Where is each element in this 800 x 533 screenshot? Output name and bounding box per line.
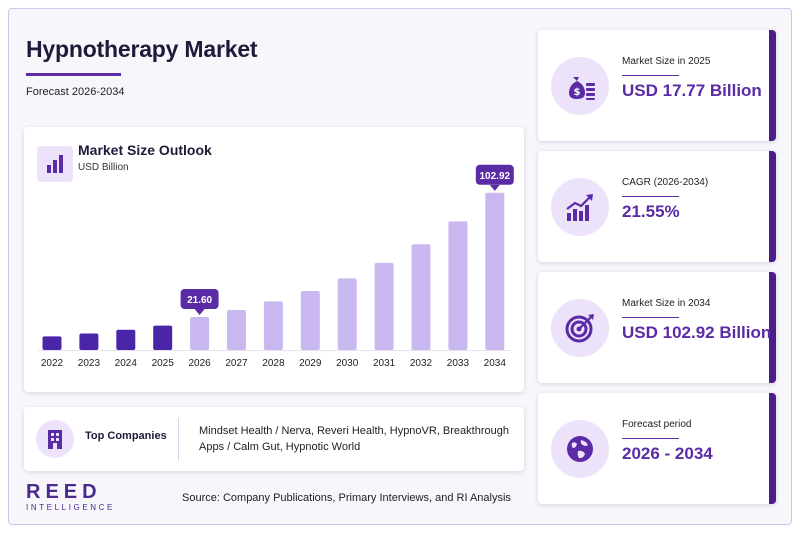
bar-2033 bbox=[448, 221, 468, 350]
data-label-callout: 21.60 bbox=[180, 289, 219, 316]
bar-2023 bbox=[79, 333, 99, 350]
x-tick-label: 2026 bbox=[188, 358, 211, 369]
globe-icon bbox=[551, 420, 609, 478]
callout-box bbox=[180, 289, 219, 309]
target-icon bbox=[551, 299, 609, 357]
page-title: Hypnotherapy Market bbox=[26, 36, 258, 62]
callout-pointer bbox=[194, 309, 205, 316]
stat-value: USD 17.77 Billion bbox=[622, 81, 762, 100]
logo-main-text: REED bbox=[26, 481, 102, 503]
money-bag-icon: $ bbox=[551, 57, 609, 115]
building-icon bbox=[36, 420, 74, 458]
stat-value: USD 102.92 Billion bbox=[622, 323, 772, 342]
bar-2024 bbox=[116, 329, 136, 350]
x-tick-label: 2029 bbox=[299, 358, 322, 369]
chart-unit: USD Billion bbox=[78, 162, 129, 173]
bar-2028 bbox=[263, 301, 283, 350]
stat-card-forecast-period: Forecast period 2026 - 2034 bbox=[538, 393, 776, 504]
chart-title: Market Size Outlook bbox=[78, 142, 212, 158]
stat-label: Market Size in 2025 bbox=[622, 56, 711, 67]
stat-card-cagr: CAGR (2026-2034) 21.55% bbox=[538, 151, 776, 262]
bar-2029 bbox=[300, 291, 320, 350]
data-label: 21.60 bbox=[187, 295, 212, 306]
bar-2022 bbox=[42, 336, 62, 350]
stat-label: CAGR (2026-2034) bbox=[622, 177, 709, 188]
x-tick-label: 2032 bbox=[410, 358, 433, 369]
chart-card: 2022 2023 2024 2025 2026 21.60 2027 2028 2029 203… bbox=[24, 127, 524, 392]
x-tick-label: 2022 bbox=[41, 358, 64, 369]
stat-card-market-size-2034: Market Size in 2034 USD 102.92 Billion bbox=[538, 272, 776, 383]
growth-chart-icon bbox=[551, 178, 609, 236]
x-tick-label: 2034 bbox=[484, 358, 507, 369]
title-underline bbox=[26, 73, 121, 76]
callout-box bbox=[475, 164, 514, 185]
stat-label: Market Size in 2034 bbox=[622, 298, 711, 309]
data-label: 102.92 bbox=[480, 171, 511, 182]
bar-2032 bbox=[411, 244, 431, 350]
x-tick-label: 2030 bbox=[336, 358, 359, 369]
bar-2026 bbox=[190, 317, 210, 350]
bar-2034 bbox=[485, 192, 505, 350]
bar-2030 bbox=[337, 278, 357, 350]
top-companies-label: Top Companies bbox=[85, 430, 167, 442]
x-tick-label: 2031 bbox=[373, 358, 396, 369]
stat-underline bbox=[622, 196, 679, 197]
x-tick-label: 2025 bbox=[152, 358, 175, 369]
x-tick-label: 2027 bbox=[225, 358, 248, 369]
bar-chart-icon bbox=[37, 146, 73, 182]
page-subtitle: Forecast 2026-2034 bbox=[26, 86, 125, 98]
reed-intelligence-logo: REED INTELLIGENCE bbox=[26, 481, 115, 512]
svg-text:$: $ bbox=[574, 87, 581, 98]
stat-underline bbox=[622, 75, 679, 76]
stat-card-market-size-2025: $ Market Size in 2025 USD 17.77 Billion bbox=[538, 30, 776, 141]
bar-chart: 2022 2023 2024 2025 2026 21.60 2027 2028 2029 203… bbox=[38, 164, 514, 369]
stat-value: 2026 - 2034 bbox=[622, 444, 713, 463]
x-tick-label: 2033 bbox=[447, 358, 470, 369]
stat-value: 21.55% bbox=[622, 202, 680, 221]
data-label-callout: 102.92 bbox=[475, 164, 514, 191]
bar-2031 bbox=[374, 262, 394, 350]
divider bbox=[178, 418, 179, 461]
source-note: Source: Company Publications, Primary In… bbox=[182, 492, 511, 504]
stat-underline bbox=[622, 438, 679, 439]
stat-underline bbox=[622, 317, 679, 318]
top-companies-card: Top Companies Mindset Health / Nerva, Re… bbox=[24, 407, 524, 471]
stat-label: Forecast period bbox=[622, 419, 692, 430]
logo-sub-text: INTELLIGENCE bbox=[26, 503, 115, 512]
bar-2025 bbox=[153, 325, 173, 350]
x-tick-label: 2024 bbox=[115, 358, 138, 369]
top-companies-list: Mindset Health / Nerva, Reveri Health, H… bbox=[199, 425, 509, 453]
x-tick-label: 2023 bbox=[78, 358, 101, 369]
bar-2027 bbox=[227, 310, 246, 350]
callout-pointer bbox=[489, 184, 500, 191]
x-tick-label: 2028 bbox=[262, 358, 285, 369]
